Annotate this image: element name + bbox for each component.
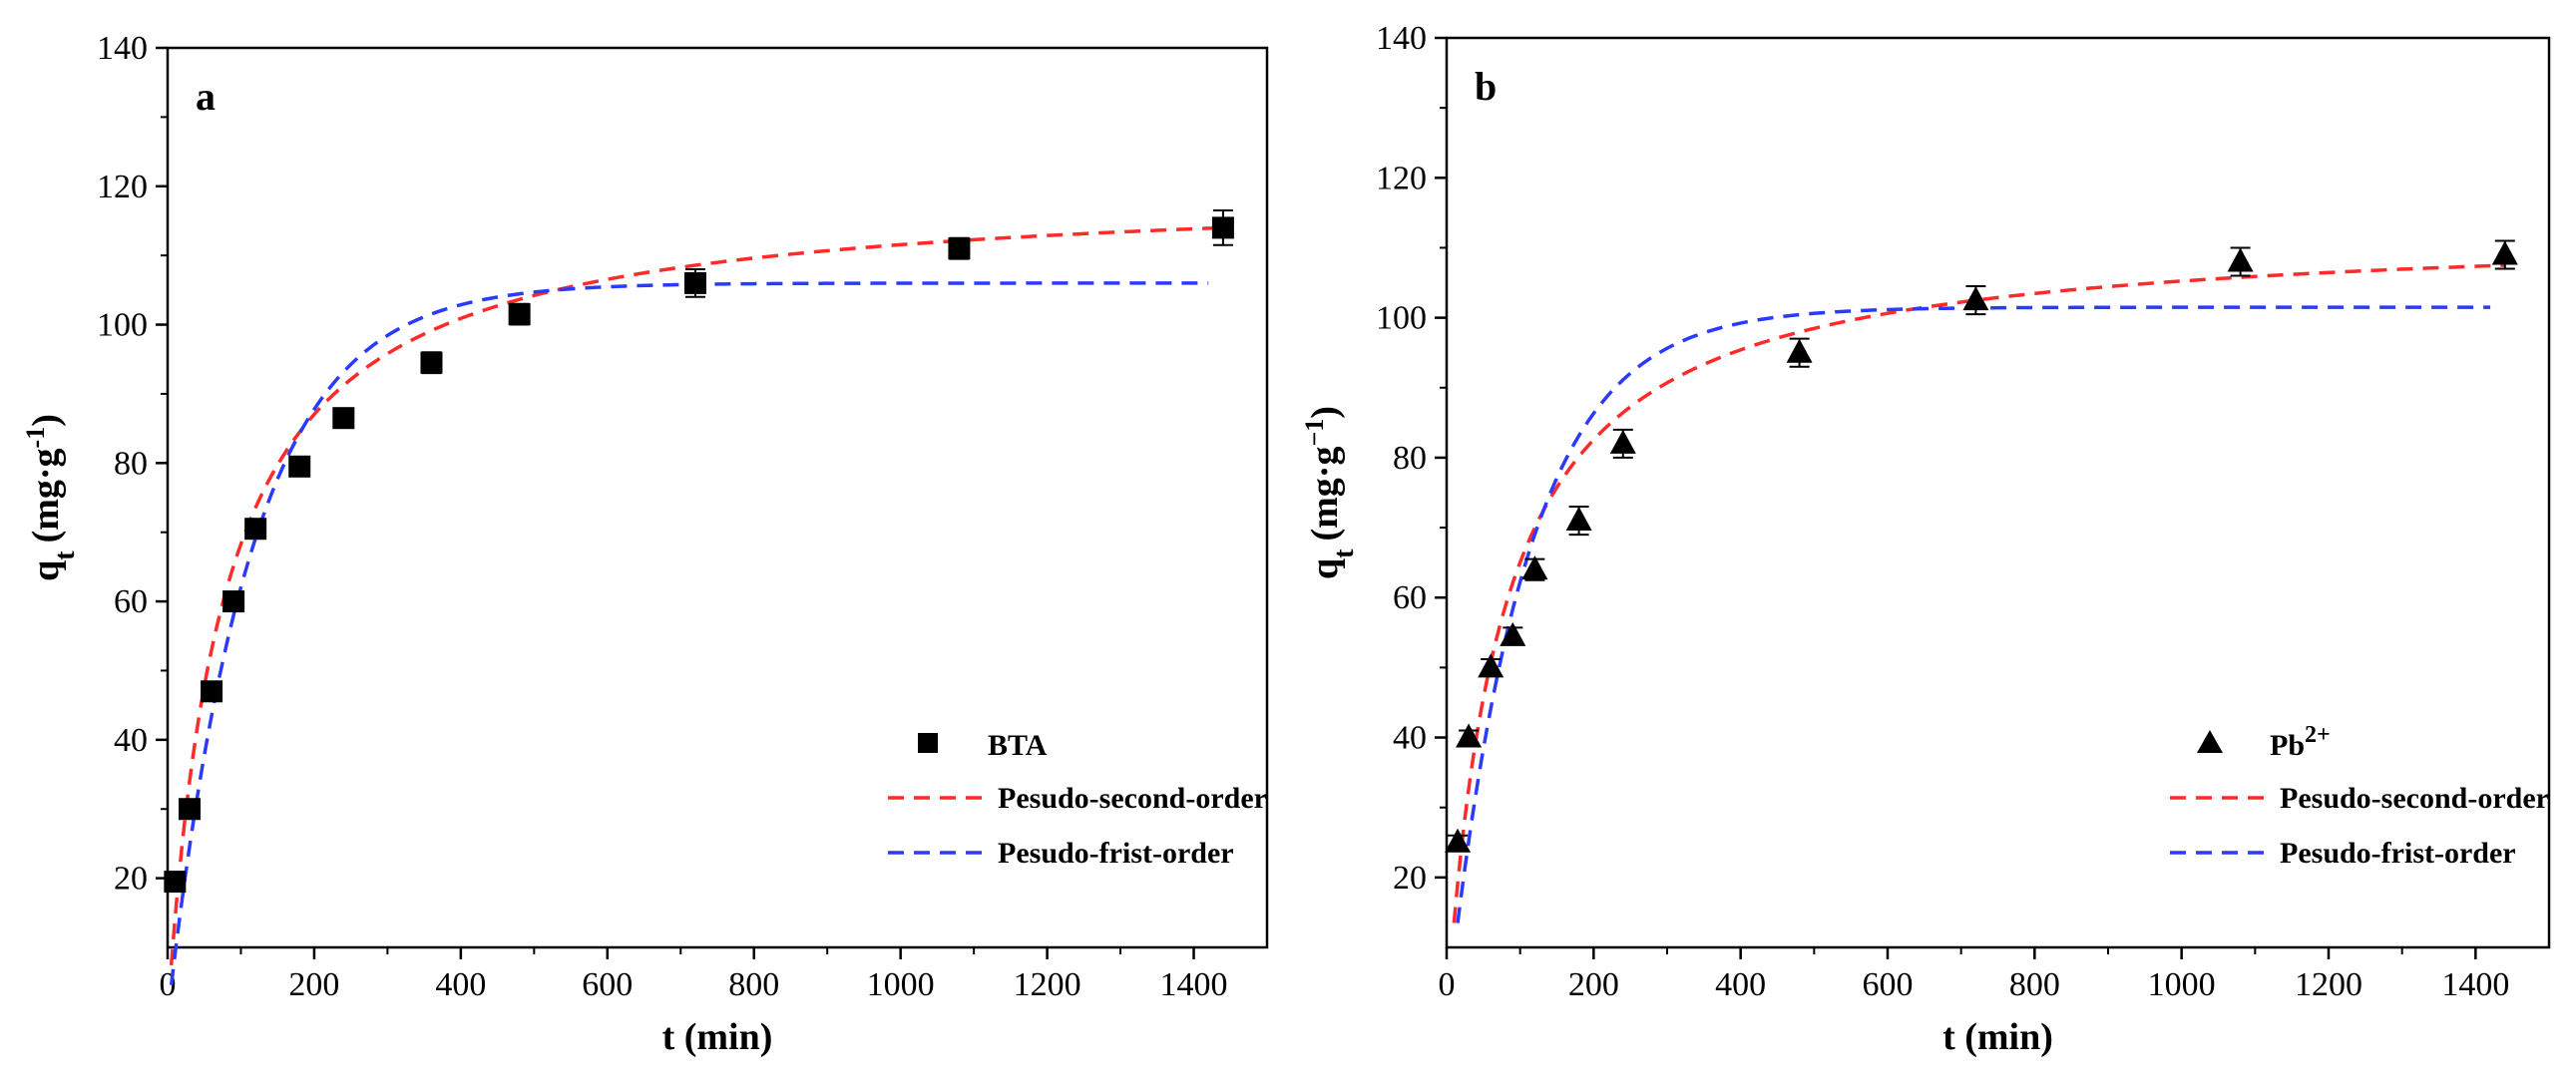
y-label-main: q: [25, 560, 67, 581]
fit-curve-pfo: [169, 281, 1209, 985]
x-tick-label: 1200: [2295, 966, 2362, 1003]
legend-label-pso: Pesudo-second-order: [2280, 782, 2549, 815]
y-label-sub: t: [50, 550, 81, 560]
x-tick-label: 1400: [2441, 966, 2509, 1003]
y-label-unit: (mg·g: [25, 448, 67, 543]
x-tick-label: 1000: [867, 966, 935, 1003]
plot-frame: [166, 46, 1269, 949]
panel-letter: b: [1475, 64, 1497, 109]
x-tick-label: 600: [1863, 966, 1914, 1003]
data-point-triangle: [1962, 286, 1989, 311]
data-point-square: [683, 271, 706, 294]
fit-curve-pso: [169, 225, 1223, 965]
data-point-square: [1211, 216, 1234, 239]
y-tick-label: 140: [1376, 20, 1427, 57]
data-point-triangle: [1445, 828, 1472, 853]
x-tick-label: 200: [1568, 966, 1619, 1003]
legend-marker-triangle: [2197, 730, 2223, 753]
x-axis-label: t (min): [662, 1016, 773, 1058]
legend-label-points-main: Pb: [2270, 729, 2305, 762]
y-axis-label: qt (mg·g−1): [1300, 406, 1360, 579]
legend-label-pfo: Pesudo-frist-order: [2280, 837, 2516, 870]
x-tick-label: 1200: [1014, 966, 1081, 1003]
y-label-sup: −1: [1300, 419, 1329, 447]
data-point-square: [164, 871, 187, 894]
data-point-square: [179, 798, 202, 821]
data-point-triangle: [1565, 507, 1592, 532]
y-tick-label: 120: [97, 169, 148, 205]
legend-label-pfo: Pesudo-frist-order: [998, 837, 1234, 870]
data-point-triangle: [1478, 653, 1504, 678]
legend-marker-square: [918, 733, 938, 753]
y-tick-label: 120: [1376, 160, 1427, 196]
legend-label-points-sup: 2+: [2305, 722, 2331, 748]
x-tick-label: 400: [435, 966, 486, 1003]
y-tick-label: 80: [1393, 440, 1427, 477]
y-axis-label: qt (mg·g-1): [21, 414, 81, 581]
y-label-close: ): [25, 414, 67, 427]
x-axis-label: t (min): [1942, 1016, 2053, 1058]
data-point-square: [201, 680, 223, 703]
x-tick-label: 800: [728, 966, 779, 1003]
data-point-square: [332, 407, 355, 430]
x-tick-label: 400: [1715, 966, 1766, 1003]
data-point-triangle: [1609, 429, 1636, 454]
y-tick-label: 60: [114, 583, 148, 620]
legend: BTA Pesudo-second-order Pesudo-frist-order: [888, 729, 1267, 870]
legend: Pb2+ Pesudo-second-order Pesudo-frist-orde…: [2170, 722, 2549, 870]
y-label-sup: -1: [21, 427, 50, 449]
fit-curve-pfo: [1456, 305, 2491, 923]
data-point-triangle: [1500, 621, 1526, 646]
y-tick-label: 40: [1393, 720, 1427, 757]
y-label-sub: t: [1329, 548, 1360, 558]
y-tick-label: 100: [97, 307, 148, 344]
y-tick-label: 140: [97, 30, 148, 67]
data-point-square: [420, 351, 443, 374]
legend-label-points: BTA: [988, 729, 1048, 762]
data-point-triangle: [1521, 555, 1548, 580]
chart-panel-b: 0 200 400 600 800 1000 1200 1400 20 40 60 80 100 120 1…: [1300, 20, 2551, 1058]
legend-label-points-main: BTA: [988, 729, 1048, 762]
plot-frame: [1445, 36, 2551, 949]
x-tick-label: 0: [1439, 966, 1456, 1003]
x-tick-label: 600: [582, 966, 633, 1003]
data-point-triangle: [1786, 338, 1813, 363]
data-point-square: [222, 590, 245, 613]
fit-curve-pso: [1452, 263, 2505, 923]
data-point-square: [508, 303, 531, 326]
data-point-square: [948, 237, 971, 260]
y-tick-label: 20: [1393, 860, 1427, 897]
y-tick-label: 100: [1376, 300, 1427, 337]
y-tick-label: 40: [114, 722, 148, 759]
data-point-square: [244, 518, 267, 541]
y-label-close: ): [1304, 406, 1346, 419]
y-tick-label: 20: [114, 861, 148, 898]
y-label-main: q: [1304, 558, 1346, 579]
legend-label-points: Pb2+: [2270, 722, 2331, 762]
x-tick-label: 1000: [2148, 966, 2216, 1003]
chart-panel-a: 0 200 400 600 800 1000 1200 1400204060801001201…: [21, 30, 1269, 1058]
data-point-triangle: [2491, 240, 2518, 265]
y-label-unit: (mg·g: [1304, 447, 1346, 542]
x-tick-label: 200: [288, 966, 339, 1003]
x-tick-label: 800: [2009, 966, 2060, 1003]
x-tick-label: 1400: [1160, 966, 1228, 1003]
data-point-square: [288, 455, 311, 478]
data-point-triangle: [1456, 723, 1483, 748]
y-tick-label: 60: [1393, 579, 1427, 616]
y-tick-label: 80: [114, 445, 148, 482]
legend-label-pso: Pesudo-second-order: [998, 782, 1267, 815]
panel-letter: a: [196, 74, 215, 119]
data-point-triangle: [2227, 247, 2254, 272]
